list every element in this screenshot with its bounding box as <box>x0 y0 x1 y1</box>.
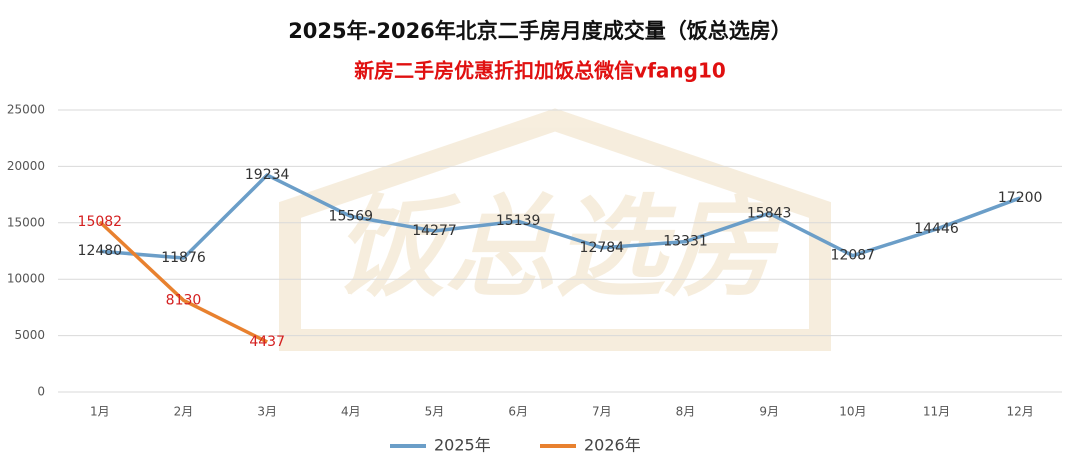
data-label: 15139 <box>496 213 541 229</box>
watermark-house <box>279 108 831 351</box>
data-label: 12480 <box>78 243 123 259</box>
series-line <box>98 220 268 344</box>
x-tick-label: 4月 <box>341 405 361 419</box>
y-tick-label: 15000 <box>7 215 45 229</box>
data-label: 17200 <box>998 190 1043 206</box>
y-tick-label: 5000 <box>14 328 45 342</box>
x-tick-label: 6月 <box>508 405 528 419</box>
data-label: 14446 <box>914 221 959 237</box>
x-tick-label: 12月 <box>1007 405 1034 419</box>
watermark-text: 饭总选房 <box>335 183 785 311</box>
x-tick-label: 10月 <box>839 405 866 419</box>
y-tick-label: 25000 <box>7 103 45 117</box>
data-label: 14277 <box>412 223 457 239</box>
chart-title: 2025年-2026年北京二手房月度成交量（饭总选房） <box>288 19 792 43</box>
data-label: 11876 <box>161 250 206 266</box>
data-label: 12784 <box>580 240 625 256</box>
y-tick-label: 10000 <box>7 272 45 286</box>
data-label: 8130 <box>166 292 202 308</box>
x-tick-label: 5月 <box>425 405 445 419</box>
watermark-group: 饭总选房 <box>279 108 831 351</box>
legend-label: 2025年 <box>434 436 491 455</box>
data-label: 15569 <box>329 208 374 224</box>
chart-subtitle: 新房二手房优惠折扣加饭总微信vfang10 <box>354 59 726 83</box>
x-tick-label: 1月 <box>90 405 110 419</box>
data-label: 12087 <box>831 248 876 264</box>
data-label: 4437 <box>249 334 285 350</box>
series-line <box>99 173 1021 260</box>
data-label: 15843 <box>747 205 792 221</box>
y-tick-label: 20000 <box>7 159 45 173</box>
x-tick-label: 9月 <box>759 405 779 419</box>
data-label: 19234 <box>245 167 290 183</box>
data-label: 13331 <box>663 234 708 250</box>
x-tick-label: 2月 <box>174 405 194 419</box>
x-tick-label: 8月 <box>676 405 696 419</box>
data-label: 15082 <box>78 214 123 230</box>
x-tick-label: 11月 <box>923 405 950 419</box>
y-tick-label: 0 <box>37 385 45 399</box>
x-tick-label: 7月 <box>592 405 612 419</box>
legend-label: 2026年 <box>584 436 641 455</box>
x-tick-label: 3月 <box>257 405 277 419</box>
